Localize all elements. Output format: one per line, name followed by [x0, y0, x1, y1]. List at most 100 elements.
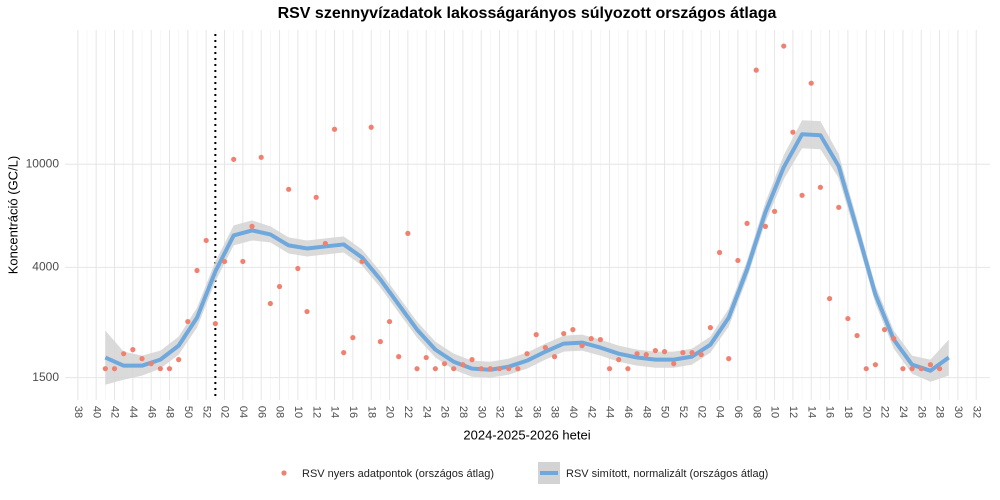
y-axis-title: Koncentráció (GC/L) — [5, 156, 20, 275]
data-point — [726, 356, 732, 362]
x-tick-label: 40 — [90, 406, 102, 418]
data-point — [716, 249, 723, 256]
x-tick-label: 32 — [494, 406, 506, 418]
data-point — [102, 366, 108, 372]
data-point — [341, 350, 347, 356]
data-point — [258, 154, 264, 160]
data-point — [927, 362, 934, 368]
x-tick-label: 38 — [549, 406, 561, 418]
x-tick-label: 32 — [970, 406, 982, 418]
x-tick-label: 34 — [512, 406, 524, 418]
data-point — [524, 351, 530, 357]
y-tick-label: 4000 — [32, 260, 59, 274]
x-tick-label: 02 — [695, 406, 707, 418]
data-point — [753, 67, 759, 73]
x-axis-title: 2024-2025-2026 hetei — [463, 427, 590, 442]
x-tick-label: 42 — [109, 406, 121, 418]
data-point — [212, 321, 218, 327]
data-point — [588, 336, 594, 342]
data-point — [808, 80, 814, 86]
data-point — [680, 350, 686, 356]
x-tick-label: 14 — [329, 406, 341, 418]
x-tick-label: 20 — [860, 406, 872, 418]
data-point — [396, 354, 402, 360]
x-tick-label: 22 — [402, 406, 414, 418]
data-point — [414, 366, 420, 372]
x-tick-label: 42 — [585, 406, 597, 418]
data-point — [157, 366, 163, 372]
legend: RSV nyers adatpontok (országos átlag) RSV… — [281, 462, 768, 484]
data-point — [203, 237, 209, 244]
x-tick-label: 44 — [127, 406, 139, 418]
data-point — [506, 366, 512, 372]
data-point — [286, 186, 292, 192]
data-point — [194, 267, 200, 274]
data-point — [771, 208, 778, 214]
data-point — [561, 330, 567, 337]
data-point — [652, 348, 658, 354]
y-tick-label: 10000 — [26, 156, 60, 170]
x-tick-label: 30 — [475, 406, 487, 418]
data-point — [423, 354, 429, 361]
data-point — [451, 366, 457, 372]
data-point — [221, 258, 228, 265]
x-tick-label: 46 — [145, 406, 157, 418]
x-tick-label: 28 — [457, 406, 469, 418]
data-point — [313, 194, 319, 200]
x-tick-label: 04 — [237, 406, 249, 418]
data-point — [441, 361, 448, 367]
x-tick-label: 36 — [530, 406, 542, 418]
data-point — [432, 366, 438, 372]
data-point — [597, 337, 603, 343]
data-point — [735, 257, 741, 264]
x-tick-label: 26 — [439, 406, 451, 418]
x-tick-label: 08 — [750, 406, 762, 418]
data-point — [900, 366, 906, 372]
grid — [65, 30, 990, 400]
smoothed-line — [104, 132, 950, 373]
data-point — [616, 357, 622, 363]
x-tick-label: 02 — [219, 406, 231, 418]
data-point — [799, 192, 805, 198]
data-point — [826, 295, 833, 302]
x-tick-label: 50 — [182, 406, 194, 418]
data-point — [533, 331, 539, 338]
data-point — [698, 352, 704, 358]
data-point — [231, 156, 237, 162]
data-point — [295, 265, 301, 272]
data-point — [111, 366, 118, 372]
data-point — [634, 351, 640, 357]
data-point — [918, 366, 924, 372]
data-point — [891, 336, 897, 342]
data-point — [322, 240, 328, 247]
data-point — [606, 366, 613, 372]
data-point — [487, 366, 493, 372]
x-tick-label: 50 — [659, 406, 671, 418]
x-tick-label: 12 — [787, 406, 799, 418]
x-tick-label: 30 — [952, 406, 964, 418]
y-tick-label: 1500 — [32, 370, 59, 384]
data-point — [909, 366, 915, 372]
data-point — [689, 350, 695, 356]
x-tick-label: 16 — [824, 406, 836, 418]
data-point — [515, 366, 521, 372]
data-point — [478, 366, 484, 372]
data-point — [570, 326, 576, 333]
data-point — [542, 344, 548, 351]
x-tick-label: 38 — [72, 406, 84, 418]
data-point — [661, 349, 668, 355]
data-point — [881, 326, 888, 333]
data-point — [579, 343, 585, 349]
data-point — [240, 258, 246, 265]
data-point — [130, 347, 136, 353]
x-tick-label: 44 — [604, 406, 616, 418]
legend-label: RSV simított, normalizált (országos átla… — [566, 468, 768, 480]
x-tick-label: 18 — [365, 406, 377, 418]
data-point — [249, 223, 255, 229]
data-point — [267, 300, 273, 307]
data-point — [176, 357, 182, 363]
legend-marker — [281, 470, 287, 476]
data-point — [817, 184, 824, 190]
x-tick-label: 28 — [934, 406, 946, 418]
x-tick-label: 40 — [567, 406, 579, 418]
